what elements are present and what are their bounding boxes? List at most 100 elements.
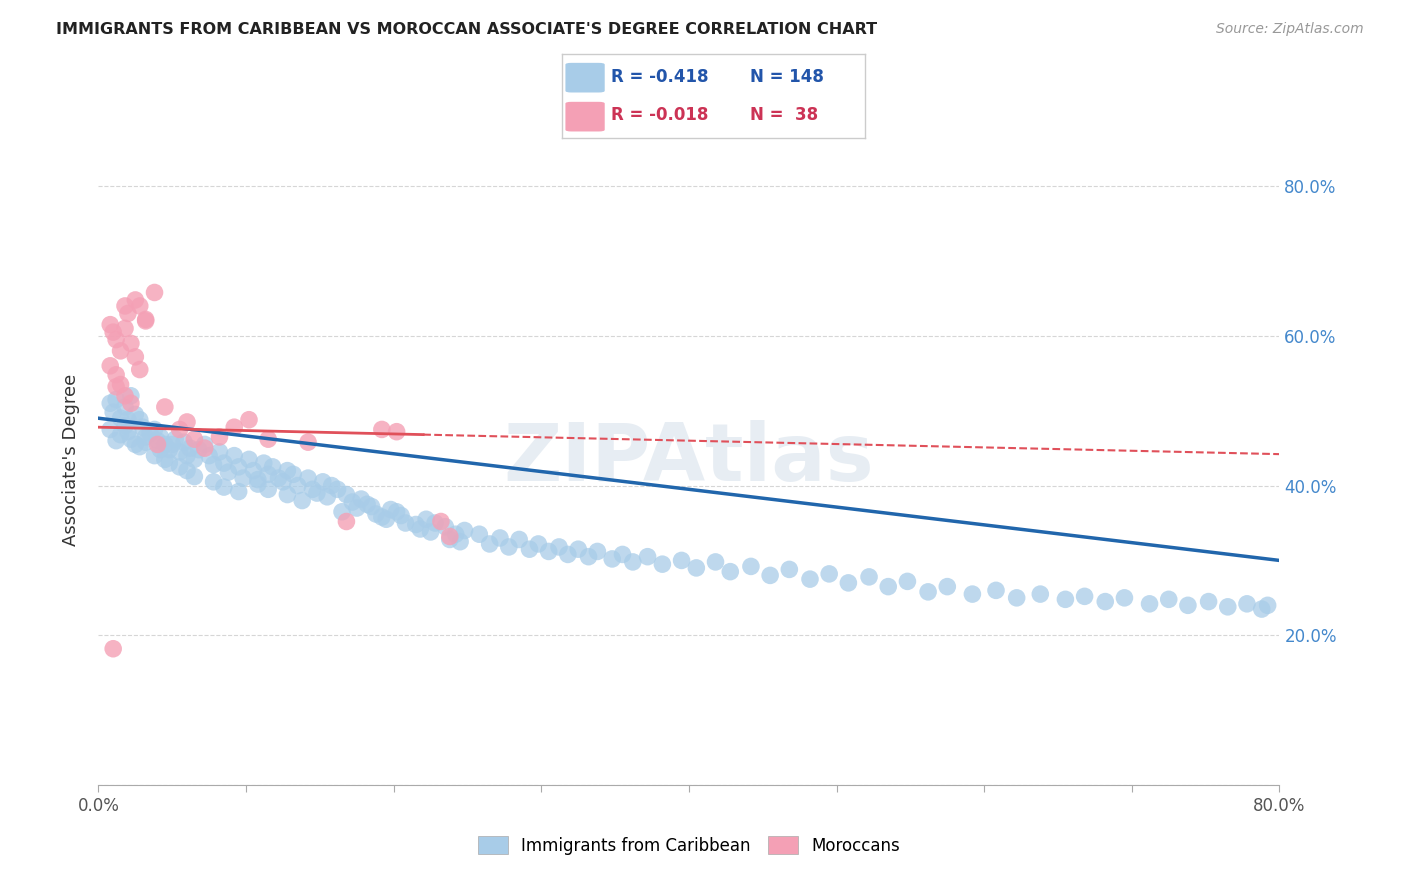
Point [217,465,239,479]
Point [139,426,162,441]
Point [346,501,368,516]
Point [135,312,157,326]
Point [105,380,128,394]
Point [238,452,260,467]
Point [489,531,512,545]
Point [316,490,339,504]
Point [1236,597,1258,611]
Point [621,555,644,569]
Point [110,343,132,358]
Point [1177,599,1199,613]
Point [449,534,471,549]
Point [519,542,541,557]
Point [183,469,205,483]
Point [439,529,461,543]
Point [430,515,453,529]
Point [1216,599,1239,614]
Point [537,544,560,558]
Point [291,493,314,508]
Point [415,512,437,526]
Point [1198,594,1220,608]
Point [149,430,172,444]
Point [114,321,136,335]
Point [557,548,579,562]
Point [799,572,821,586]
Point [740,559,762,574]
Point [157,442,180,457]
Point [1114,591,1136,605]
Point [1157,592,1180,607]
Point [962,587,984,601]
Point [498,540,520,554]
Point [434,520,457,534]
Point [858,570,880,584]
Point [837,575,859,590]
Point [423,516,446,530]
Text: IMMIGRANTS FROM CARIBBEAN VS MOROCCAN ASSOCIATE'S DEGREE CORRELATION CHART: IMMIGRANTS FROM CARIBBEAN VS MOROCCAN AS… [56,22,877,37]
Point [143,449,166,463]
Point [896,574,918,589]
Point [135,430,157,444]
Point [468,527,491,541]
Point [335,515,357,529]
Point [257,432,280,446]
Point [478,537,501,551]
Point [162,437,183,451]
Point [637,549,659,564]
Point [364,507,387,521]
Point [271,475,294,489]
Point [132,420,155,434]
Point [257,483,280,497]
Text: N = 148: N = 148 [749,69,824,87]
Point [356,497,378,511]
Point [330,505,353,519]
Point [202,458,225,472]
Point [704,555,727,569]
Point [578,549,600,564]
Point [114,400,136,414]
Point [114,418,136,433]
Point [128,362,150,376]
Point [169,445,191,459]
Point [194,441,217,455]
Point [105,368,128,382]
Point [135,314,157,328]
Point [301,483,323,497]
Point [246,473,269,487]
Point [567,542,589,557]
Point [287,478,309,492]
Point [135,435,157,450]
Point [124,293,146,307]
Text: ZIPAtlas: ZIPAtlas [503,420,875,499]
Point [360,500,382,514]
Point [242,464,264,478]
Point [228,459,250,474]
Point [1250,602,1272,616]
Point [232,471,254,485]
Point [179,441,201,455]
Point [818,566,841,581]
Point [143,285,166,300]
Point [326,483,349,497]
Text: Source: ZipAtlas.com: Source: ZipAtlas.com [1216,22,1364,37]
Point [187,442,209,457]
Point [117,306,139,320]
Point [208,445,231,459]
Point [612,548,634,562]
Point [548,540,571,554]
Point [1094,594,1116,608]
Point [350,491,373,506]
Point [128,440,150,454]
Point [98,359,121,373]
Point [586,544,609,558]
Point [394,516,416,530]
FancyBboxPatch shape [565,102,605,131]
Point [198,449,221,463]
Point [173,435,195,450]
Point [419,524,441,539]
Point [183,432,205,446]
Point [124,408,146,422]
Point [103,325,125,339]
Point [117,413,139,427]
Point [312,475,335,489]
